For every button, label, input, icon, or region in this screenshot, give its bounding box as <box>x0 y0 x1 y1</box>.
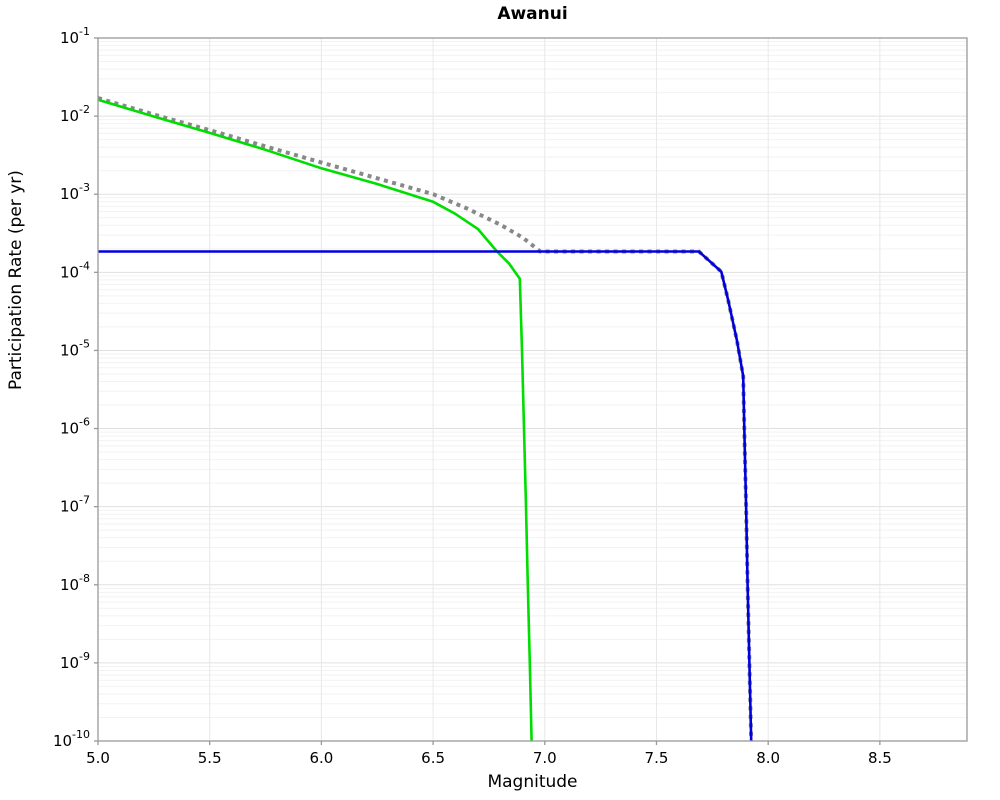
x-axis-label: Magnitude <box>487 772 578 792</box>
data-series <box>97 96 754 742</box>
y-tick-label: 10-2 <box>60 103 90 125</box>
x-tick-label: 5.0 <box>86 749 110 767</box>
gridlines <box>97 37 967 742</box>
x-tick-label: 8.5 <box>868 749 892 767</box>
x-tick-label: 8.0 <box>756 749 780 767</box>
blue-solid-curve <box>98 250 753 742</box>
x-tick-label: 6.0 <box>309 749 333 767</box>
x-tick-label: 6.5 <box>421 749 445 767</box>
y-tick-label: 10-6 <box>60 416 90 438</box>
y-tick-label: 10-3 <box>60 181 90 203</box>
y-tick-label: 10-9 <box>60 650 90 672</box>
x-tick-label: 5.5 <box>198 749 222 767</box>
y-tick-label: 10-4 <box>60 259 90 281</box>
axes <box>94 37 968 745</box>
y-tick-label: 10-8 <box>60 572 90 594</box>
x-tick-label: 7.5 <box>645 749 669 767</box>
y-tick-label: 10-7 <box>60 494 90 516</box>
y-tick-label: 10-1 <box>60 25 90 47</box>
x-tick-label: 7.0 <box>533 749 557 767</box>
y-tick-label: 10-10 <box>53 728 90 750</box>
tick-labels: 5.0 5.5 6.0 6.5 7.0 7.5 8.0 8.5 10-1 10-2 10-3 10-4… <box>53 25 892 767</box>
green-solid-curve <box>97 98 533 742</box>
y-tick-label: 10-5 <box>60 337 90 359</box>
plot-frame <box>97 37 968 742</box>
chart-title: Awanui <box>497 4 568 24</box>
